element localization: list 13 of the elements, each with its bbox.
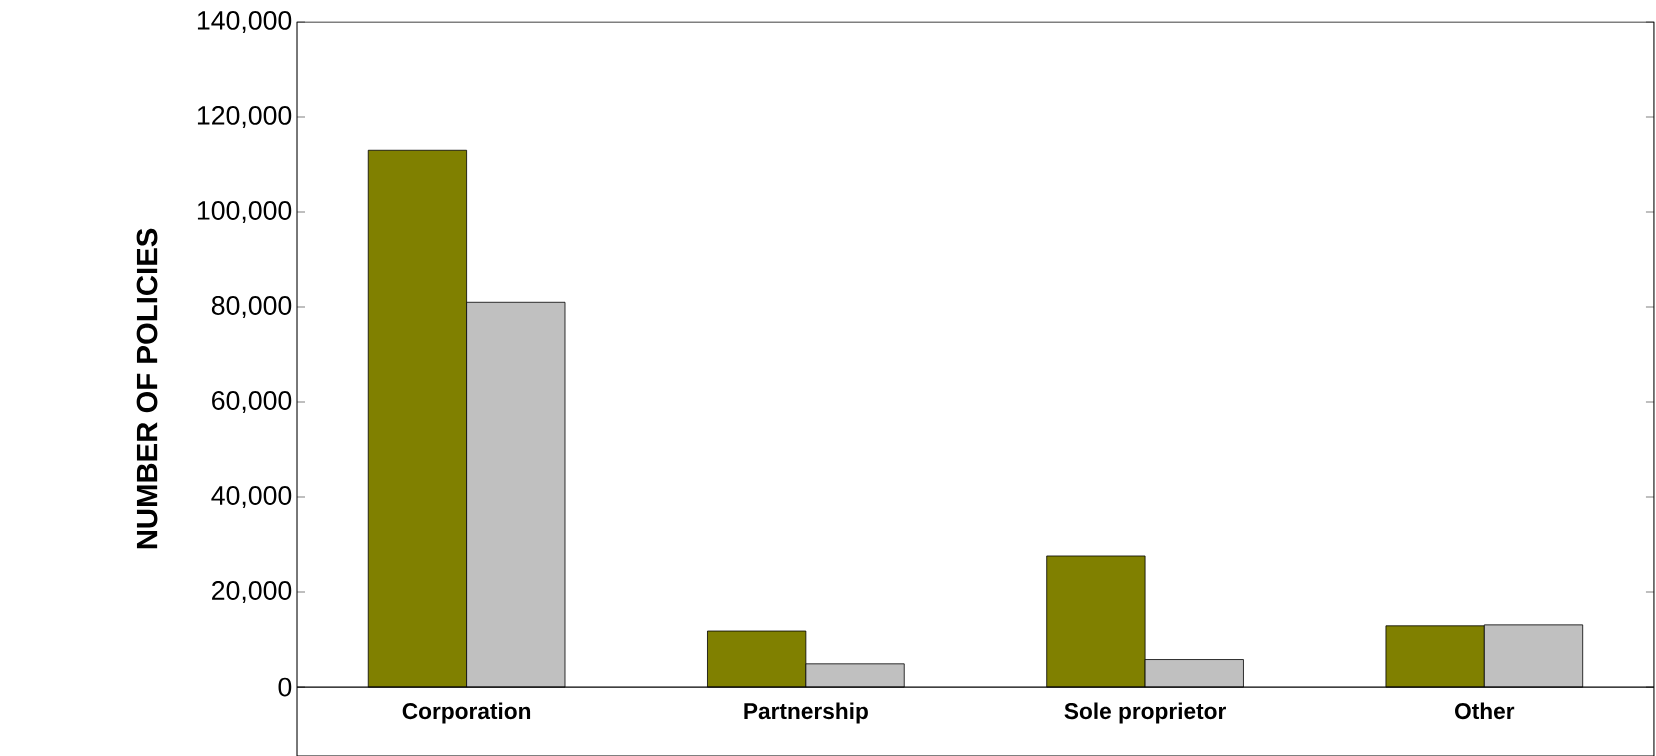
y-tick-label: 0 — [278, 677, 292, 697]
y-axis-title: NUMBER OF POLICIES — [136, 228, 158, 549]
x-tick-label: Sole proprietor — [1064, 702, 1226, 724]
y-tick-label: 40,000 — [211, 486, 292, 509]
y-tick-label: 20,000 — [212, 581, 292, 604]
y-tick-label: 120,000 — [197, 106, 292, 129]
x-tick-label: Partnership — [744, 702, 868, 724]
y-tick-label: 60,000 — [212, 391, 292, 414]
x-tick-label: Corporation — [402, 702, 531, 724]
y-tick-label: 80,000 — [211, 296, 292, 319]
y-tick-label: 140,000 — [197, 10, 292, 33]
y-tick-label: 100,000 — [197, 201, 292, 224]
x-tick-label: Other — [1455, 702, 1515, 720]
